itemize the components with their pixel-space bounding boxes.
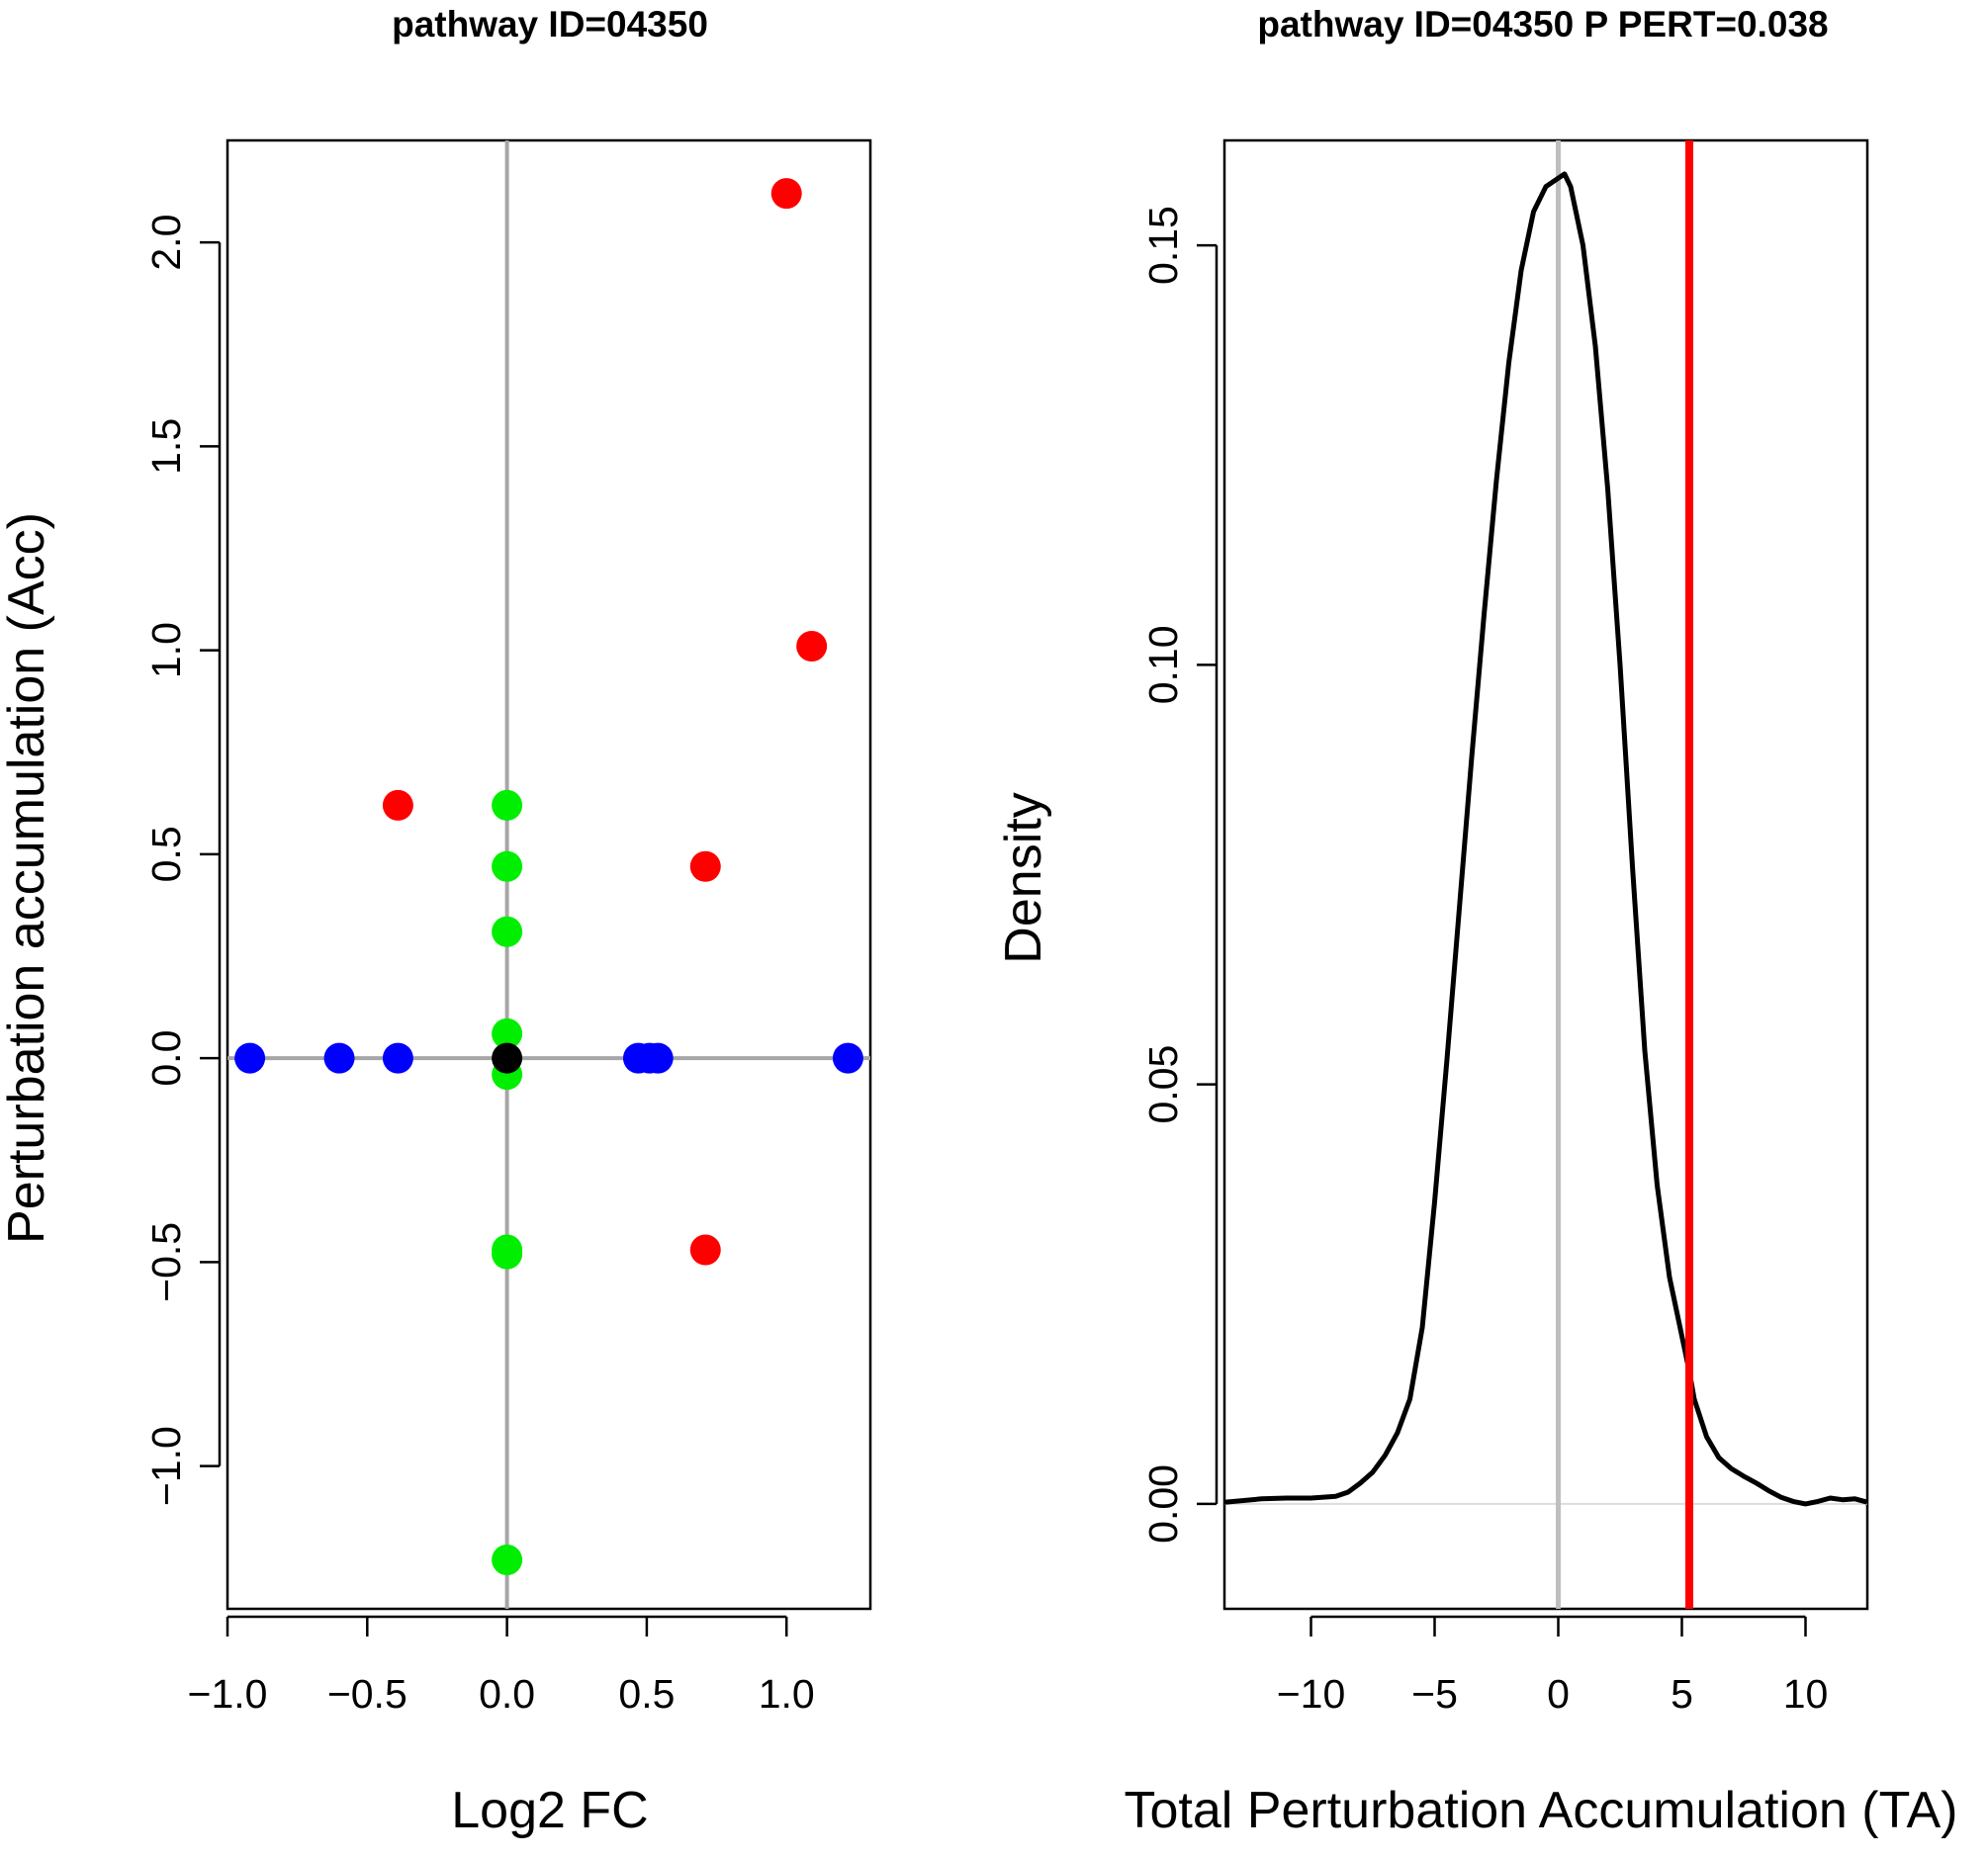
- x-tick-label: 0.5: [618, 1671, 675, 1717]
- data-point-green: [492, 850, 523, 882]
- y-tick-label: 0.5: [143, 826, 189, 882]
- scatter-y-axis-label: Perturbation accumulation (Acc): [0, 512, 55, 1244]
- data-point-black: [492, 1042, 523, 1074]
- data-point-green: [492, 1238, 523, 1270]
- y-tick-label: −0.5: [143, 1222, 189, 1302]
- data-point-red: [796, 631, 828, 662]
- density-x-axis: −10 −5 0 5 10: [1277, 1615, 1829, 1717]
- density-y-axis: 0.00 0.05 0.10 0.15: [1140, 206, 1219, 1544]
- scatter-plot-frame: [226, 138, 872, 1611]
- data-point-blue: [323, 1042, 355, 1074]
- data-point-green: [492, 1545, 523, 1575]
- y-tick-label: 0.0: [143, 1030, 189, 1087]
- x-tick-label: 0.0: [479, 1671, 535, 1717]
- data-point-green: [492, 789, 523, 821]
- x-tick-label: −10: [1277, 1671, 1346, 1717]
- x-tick-label: 5: [1671, 1671, 1693, 1717]
- y-tick-label: 2.0: [143, 215, 189, 271]
- data-point-red: [689, 1234, 721, 1266]
- scatter-panel: pathway ID=04350 −1.0 −0.5 0.0 0.5 1.0 −1.0−…: [0, 4, 872, 1839]
- x-tick-label: −1.0: [188, 1671, 268, 1717]
- x-tick-label: 1.0: [759, 1671, 815, 1717]
- data-point-green: [492, 1018, 523, 1049]
- y-tick-label: 1.5: [143, 418, 189, 475]
- density-curve: [1223, 171, 1868, 1507]
- data-point-red: [382, 789, 413, 821]
- scatter-reference-lines: [227, 140, 870, 1609]
- scatter-x-axis: −1.0 −0.5 0.0 0.5 1.0: [188, 1615, 815, 1717]
- data-point-blue: [832, 1042, 863, 1074]
- data-point-blue: [642, 1042, 674, 1074]
- data-point-red: [689, 850, 721, 882]
- x-tick-label: 10: [1783, 1671, 1829, 1717]
- scatter-x-axis-label: Log2 FC: [451, 1782, 648, 1839]
- data-point-red: [770, 178, 802, 210]
- scatter-title: pathway ID=04350: [392, 4, 708, 44]
- density-panel: pathway ID=04350 P PERT=0.038 −10 −5 0 5 10 …: [995, 4, 1957, 1839]
- density-reference-lines: [1224, 140, 1867, 1609]
- density-plot-frame: [1222, 138, 1869, 1611]
- density-x-axis-label: Total Perturbation Accumulation (TA): [1125, 1782, 1958, 1839]
- density-title: pathway ID=04350 P PERT=0.038: [1257, 4, 1828, 44]
- y-tick-label: 0.15: [1140, 206, 1186, 285]
- y-tick-label: 1.0: [143, 622, 189, 678]
- x-tick-label: −0.5: [327, 1671, 407, 1717]
- data-point-green: [492, 916, 523, 947]
- scatter-points: [234, 178, 863, 1575]
- y-tick-label: 0.05: [1140, 1045, 1186, 1124]
- x-tick-label: −5: [1411, 1671, 1458, 1717]
- y-tick-label: 0.00: [1140, 1464, 1186, 1544]
- scatter-y-axis: −1.0 −0.5 0.0 0.5 1.0 1.5 2.0: [143, 215, 222, 1506]
- data-point-blue: [382, 1042, 413, 1074]
- x-tick-label: 0: [1547, 1671, 1570, 1717]
- y-tick-label: 0.10: [1140, 625, 1186, 704]
- data-point-blue: [234, 1042, 266, 1074]
- density-y-axis-label: Density: [995, 792, 1052, 963]
- y-tick-label: −1.0: [143, 1426, 189, 1506]
